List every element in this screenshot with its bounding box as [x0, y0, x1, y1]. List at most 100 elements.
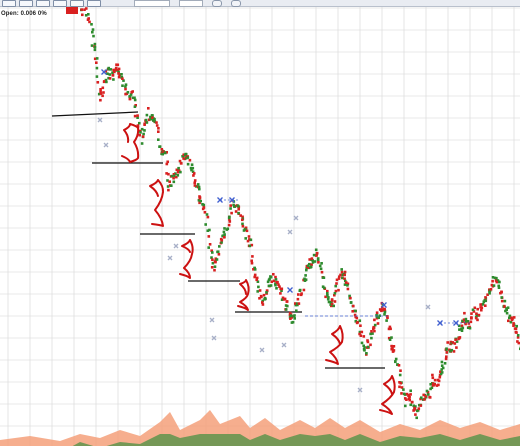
price-point-down — [470, 316, 473, 319]
price-point-up — [253, 268, 257, 271]
trendline-layer — [51, 111, 385, 369]
price-point-down — [438, 375, 442, 379]
price-point-up — [484, 299, 487, 303]
price-point-up — [425, 389, 429, 393]
price-point-down — [330, 304, 333, 308]
price-point-up — [163, 151, 167, 154]
price-point-up — [190, 168, 193, 172]
price-point-up — [303, 277, 306, 281]
price-point-down — [282, 298, 286, 301]
price-point-up — [505, 311, 509, 315]
toolbar-button-4[interactable] — [53, 0, 67, 7]
price-point-up — [327, 300, 331, 304]
price-point-up — [394, 357, 398, 361]
price-point-down — [517, 341, 520, 345]
price-point-up — [205, 213, 209, 216]
price-point-up — [464, 317, 468, 321]
toolbar-input[interactable] — [134, 0, 170, 7]
price-point-up — [319, 267, 323, 271]
price-point-down — [469, 320, 473, 324]
price-point-up — [206, 229, 210, 232]
price-point-down — [433, 383, 436, 386]
price-point-down — [125, 92, 129, 95]
price-point-down — [448, 348, 451, 352]
price-point-up — [402, 388, 405, 391]
price-point-down — [399, 369, 402, 372]
price-point-up — [176, 174, 180, 177]
price-point-up — [404, 393, 407, 396]
price-point-down — [108, 77, 112, 80]
price-point-down — [168, 180, 171, 183]
price-point-up — [197, 185, 201, 189]
price-point-up — [142, 132, 145, 136]
price-point-down — [307, 266, 311, 270]
price-point-down — [346, 287, 350, 291]
price-point-up — [396, 363, 399, 366]
ghost-marker — [167, 255, 173, 261]
price-point-down — [253, 273, 257, 277]
price-point-up — [439, 372, 443, 376]
price-point-up — [158, 145, 162, 148]
ghost-marker — [287, 229, 293, 235]
price-point-up — [500, 296, 503, 299]
price-point-down — [370, 330, 373, 333]
price-point-up — [298, 288, 302, 292]
price-point-down — [175, 168, 179, 172]
price-point-down — [326, 289, 329, 293]
price-point-down — [193, 184, 197, 187]
price-point-down — [237, 207, 240, 211]
price-point-up — [481, 303, 485, 306]
price-point-down — [176, 170, 180, 174]
price-point-up — [91, 28, 95, 31]
price-point-down — [101, 86, 105, 90]
price-point-down — [247, 235, 251, 238]
toolbar-button-3[interactable] — [36, 0, 50, 7]
annotation-stroke — [237, 279, 250, 311]
price-point-down — [213, 268, 216, 272]
price-point-up — [105, 80, 108, 84]
trade-marker — [101, 69, 107, 75]
price-point-up — [369, 332, 372, 336]
price-point-down — [155, 121, 158, 124]
price-point-down — [136, 114, 139, 117]
price-point-up — [440, 371, 444, 374]
price-point-up — [177, 166, 180, 170]
price-point-down — [387, 336, 391, 340]
price-point-down — [198, 201, 201, 205]
toolbar-input-2[interactable] — [179, 0, 203, 7]
trendline — [51, 111, 139, 117]
price-point-down — [210, 249, 213, 252]
toolbar-toggle-2[interactable] — [231, 0, 241, 7]
price-point-up — [450, 348, 454, 352]
price-point-down — [223, 236, 226, 239]
price-point-down — [414, 413, 417, 416]
toolbar-button-2[interactable] — [19, 0, 33, 7]
open-readout: Open: 0.006 0% — [1, 11, 47, 17]
price-point-up — [184, 156, 188, 160]
price-point-down — [111, 73, 115, 77]
price-point-down — [366, 339, 369, 342]
price-point-up — [201, 203, 204, 206]
price-point-down — [278, 285, 281, 288]
price-point-up — [120, 75, 123, 79]
price-point-down — [261, 303, 265, 306]
price-point-down — [244, 226, 248, 230]
toolbar-button-6[interactable] — [87, 0, 101, 7]
price-point-down — [255, 276, 259, 280]
toolbar-button-5[interactable] — [70, 0, 84, 7]
price-point-up — [145, 121, 149, 124]
price-point-up — [309, 265, 313, 269]
price-point-up — [429, 387, 432, 391]
price-point-up — [294, 303, 298, 307]
price-point-down — [302, 288, 306, 292]
toolbar-toggle[interactable] — [212, 0, 222, 7]
price-point-up — [383, 313, 386, 316]
price-point-up — [313, 260, 317, 263]
price-point-up — [218, 245, 221, 248]
price-point-up — [308, 262, 311, 266]
price-point-up — [316, 257, 320, 260]
price-point-down — [359, 334, 363, 337]
toolbar-button-1[interactable] — [2, 0, 16, 7]
price-point-down — [99, 90, 102, 94]
